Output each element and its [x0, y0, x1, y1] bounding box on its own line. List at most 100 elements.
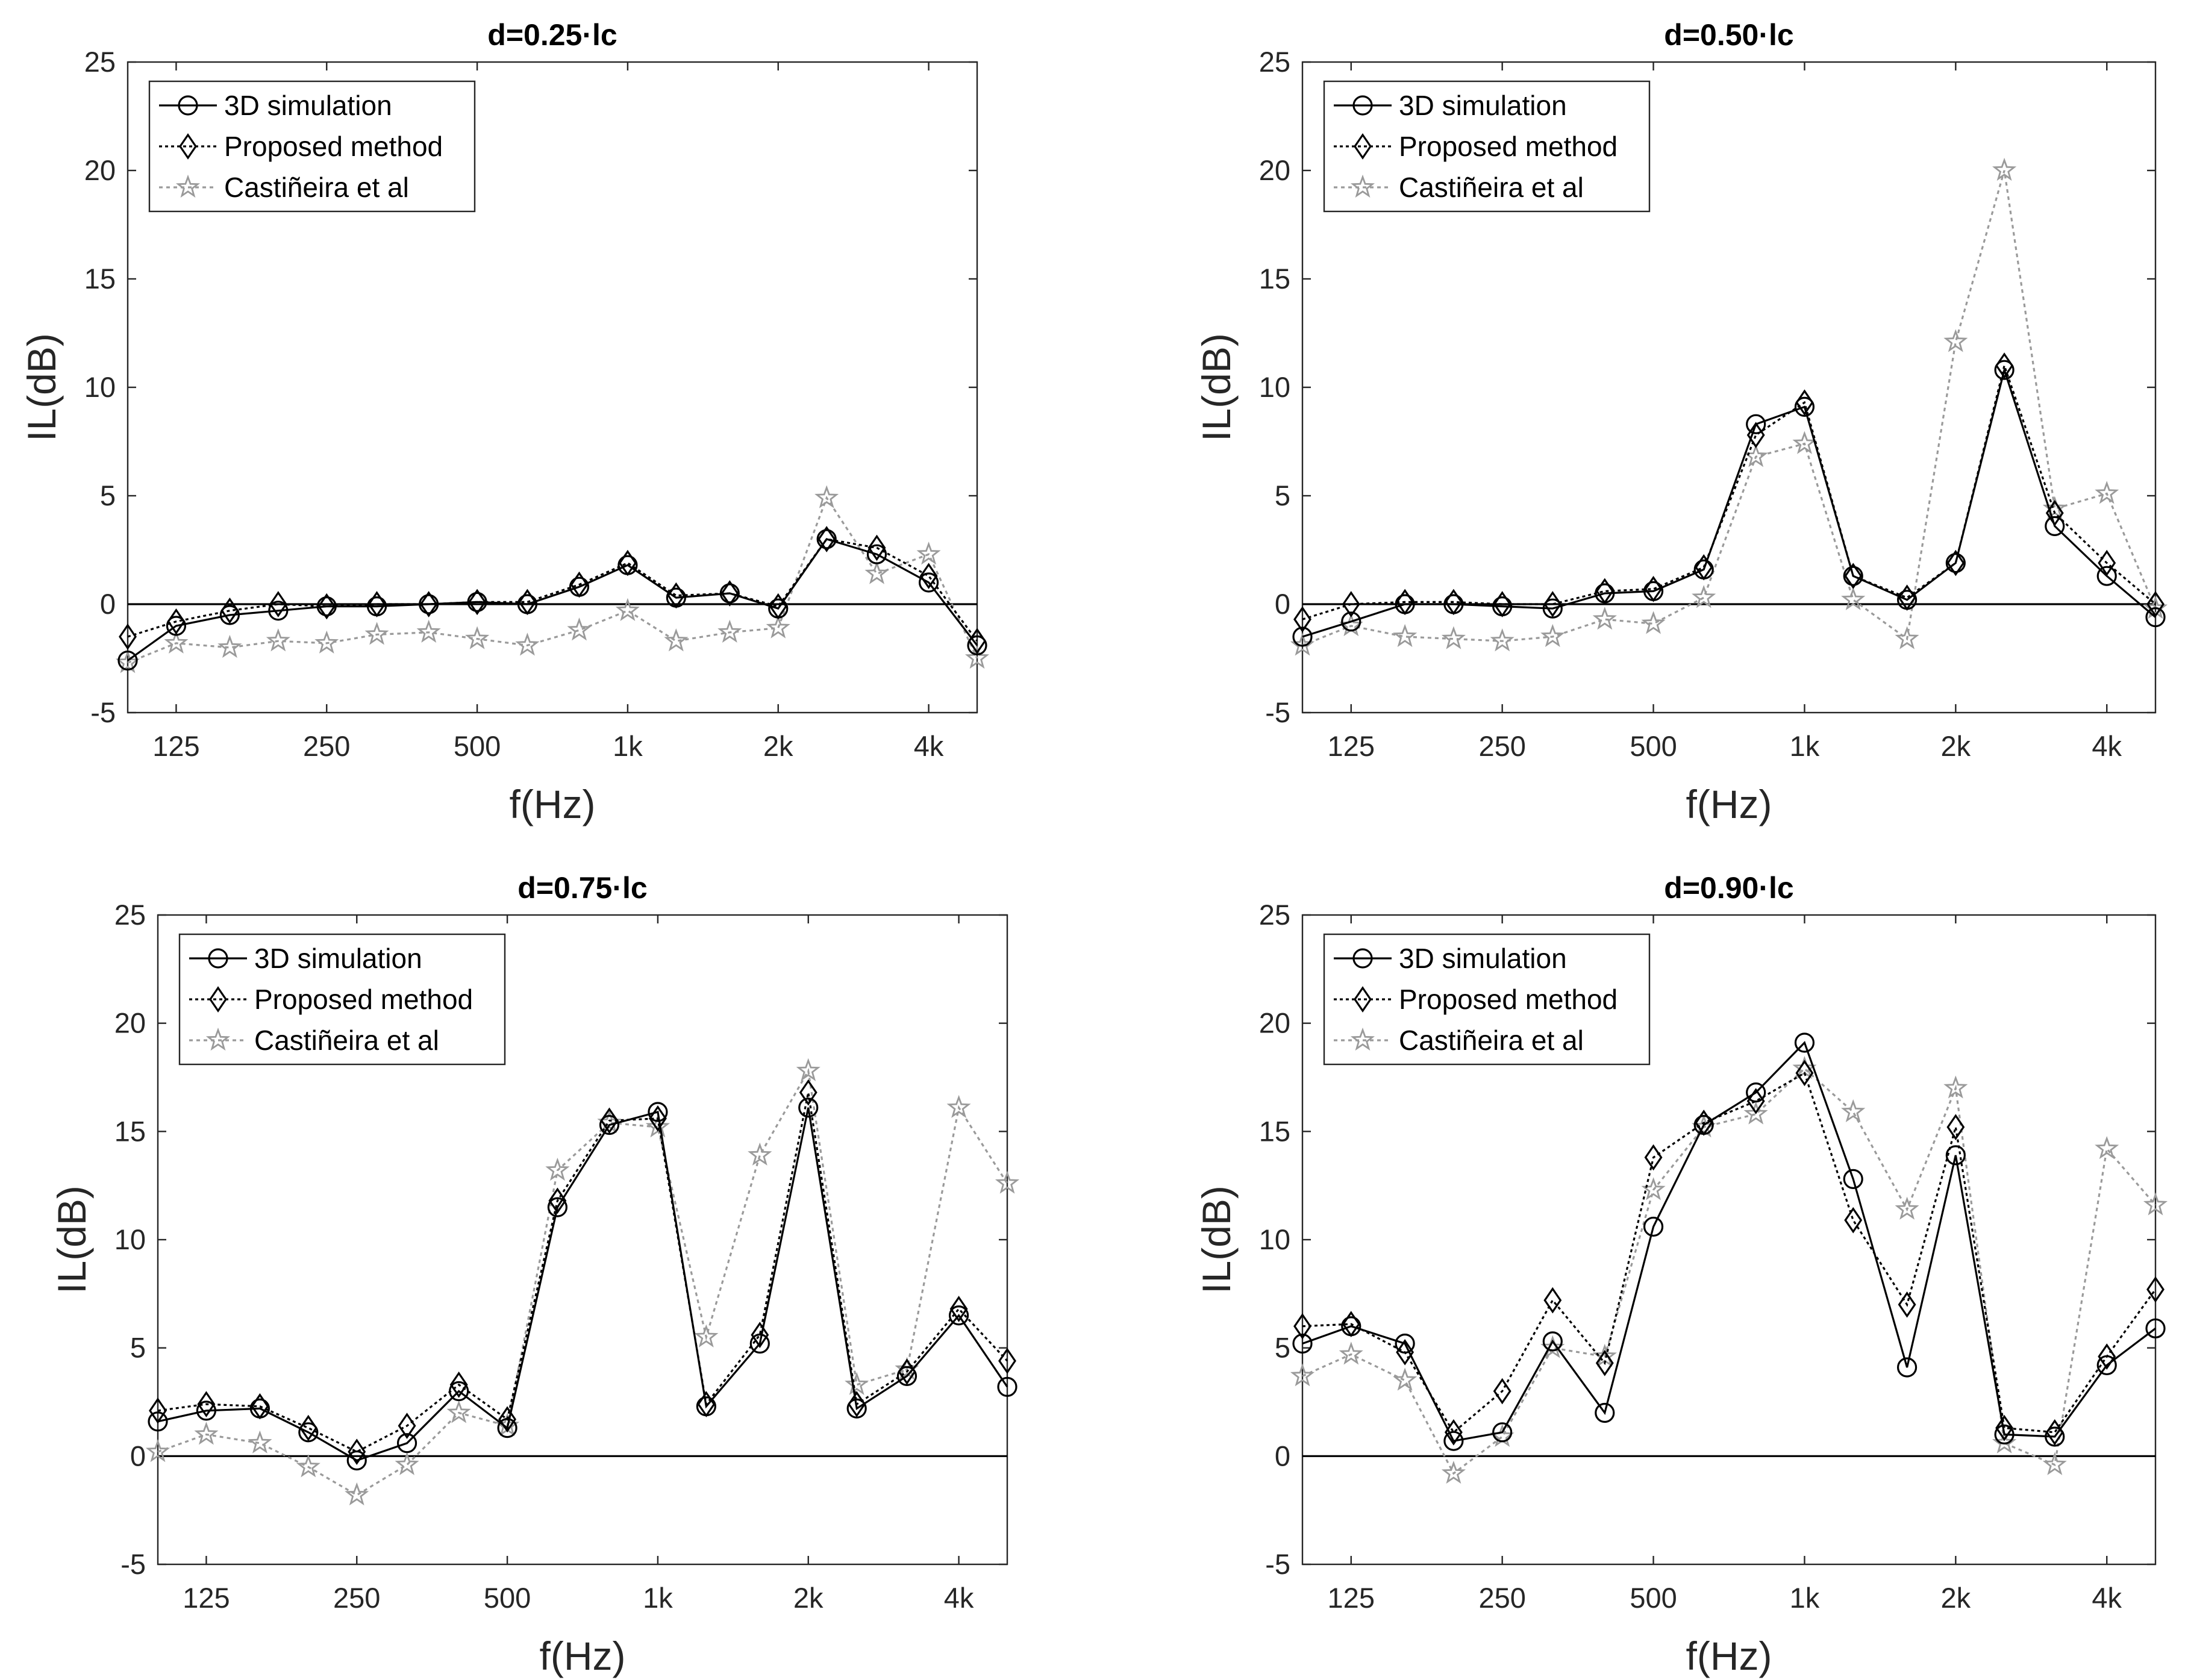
- y-tick-label: 25: [114, 899, 146, 931]
- data-point: [721, 580, 739, 607]
- data-point: [1693, 559, 1714, 580]
- data-point: [919, 563, 938, 590]
- data-point: [1946, 549, 1965, 576]
- data-point: [2145, 607, 2166, 628]
- series-line: [1302, 170, 2157, 646]
- legend-label: Castiñeira et al: [224, 172, 409, 203]
- data-point: [364, 622, 389, 645]
- legend-label: Proposed method: [1399, 131, 1618, 162]
- data-point: [1292, 626, 1313, 647]
- y-tick-label: 0: [1275, 588, 1290, 620]
- x-tick-label: 125: [1328, 1582, 1375, 1614]
- data-point: [366, 596, 387, 617]
- data-point: [1895, 626, 1919, 649]
- data-point: [664, 628, 689, 652]
- data-point: [1843, 566, 1863, 586]
- x-tick-label: 500: [1630, 730, 1677, 762]
- legend-marker: [1354, 986, 1372, 1013]
- data-point: [2145, 1318, 2166, 1338]
- x-tick-label: 4k: [944, 1582, 974, 1614]
- data-point: [1492, 1422, 1513, 1443]
- chart-panel-2: -5 0 5 10 15 20 25 125 250 500 1k 2k 4k d=0.50·lc f(Hz…: [1194, 18, 2168, 826]
- data-point: [748, 1142, 772, 1166]
- data-point: [1943, 329, 1968, 352]
- data-point: [1841, 587, 1866, 610]
- series-line: [1302, 1071, 2157, 1434]
- y-tick-label: 0: [130, 1440, 146, 1472]
- series-1: [117, 529, 987, 671]
- x-tick-label: 500: [454, 730, 501, 762]
- data-point: [1293, 606, 1311, 633]
- data-point: [194, 1422, 219, 1445]
- data-point: [1493, 1378, 1511, 1405]
- data-point: [845, 1372, 869, 1395]
- data-point: [1692, 585, 1716, 608]
- data-point: [1746, 1088, 1765, 1114]
- data-point: [796, 1058, 821, 1081]
- series-1: [148, 1098, 1017, 1471]
- y-tick-label: 20: [1259, 1007, 1290, 1039]
- data-point: [517, 594, 537, 614]
- data-point: [1895, 1196, 1919, 1220]
- y-axis-label: IL(dB): [49, 1185, 94, 1294]
- data-point: [396, 1433, 417, 1454]
- legend: 3D simulation Proposed method Castiñeira e…: [148, 80, 476, 213]
- chart-title: d=0.25·lc: [487, 18, 617, 52]
- series-3: [115, 485, 990, 673]
- data-point: [2146, 1276, 2165, 1303]
- legend-label: Castiñeira et al: [1399, 172, 1584, 203]
- data-point: [949, 1296, 968, 1322]
- data-point: [419, 591, 438, 617]
- data-point: [719, 583, 740, 604]
- x-axis-label: f(Hz): [1686, 782, 1772, 826]
- data-point: [1341, 1316, 1361, 1337]
- data-point: [269, 591, 287, 617]
- y-tick-label: 10: [1259, 1223, 1290, 1255]
- x-tick-label: 125: [152, 730, 199, 762]
- y-axis-label: IL(dB): [1194, 333, 1239, 442]
- chart-title: d=0.50·lc: [1664, 18, 1793, 52]
- data-point: [1542, 1331, 1563, 1352]
- legend: 3D simulation Proposed method Castiñeira e…: [1323, 933, 1651, 1066]
- y-tick-label: 20: [84, 154, 116, 186]
- data-point: [867, 534, 886, 561]
- y-tick-label: 20: [1259, 154, 1290, 186]
- x-tick-label: 1k: [613, 730, 643, 762]
- data-point: [398, 1413, 416, 1439]
- y-tick-label: -5: [120, 1548, 146, 1580]
- chart-panel-3: -5 0 5 10 15 20 25 125 250 500 1k 2k 4k d=0.75·lc f(Hz…: [49, 871, 1020, 1678]
- x-tick-label: 1k: [1790, 1582, 1820, 1614]
- data-point: [1395, 1333, 1415, 1354]
- legend-label: Proposed method: [254, 984, 473, 1015]
- y-tick-label: 10: [84, 371, 116, 403]
- data-point: [197, 1391, 216, 1417]
- data-point: [317, 593, 336, 620]
- data-point: [997, 1376, 1017, 1397]
- data-point: [2098, 1343, 2116, 1370]
- y-tick-label: 25: [1259, 46, 1290, 78]
- data-point: [1443, 594, 1464, 614]
- x-tick-label: 250: [303, 730, 350, 762]
- data-point: [946, 1094, 971, 1118]
- data-point: [998, 1347, 1016, 1375]
- y-tick-label: 15: [1259, 263, 1290, 295]
- data-point: [166, 616, 187, 636]
- y-tick-label: 15: [114, 1115, 146, 1147]
- legend-marker: [178, 95, 198, 116]
- y-axis-label: IL(dB): [1194, 1185, 1239, 1294]
- data-point: [967, 635, 987, 656]
- data-point: [1844, 563, 1863, 590]
- data-point: [416, 619, 441, 643]
- data-point: [1641, 611, 1666, 634]
- data-point: [814, 485, 839, 508]
- data-point: [846, 1398, 867, 1419]
- data-point: [666, 587, 686, 608]
- data-point: [465, 626, 490, 649]
- data-point: [1542, 598, 1563, 619]
- data-point: [419, 594, 439, 614]
- data-point: [1792, 431, 1817, 454]
- data-point: [467, 592, 487, 613]
- data-point: [1843, 1169, 1863, 1189]
- legend-marker: [1352, 948, 1373, 969]
- data-point: [1896, 1357, 1918, 1378]
